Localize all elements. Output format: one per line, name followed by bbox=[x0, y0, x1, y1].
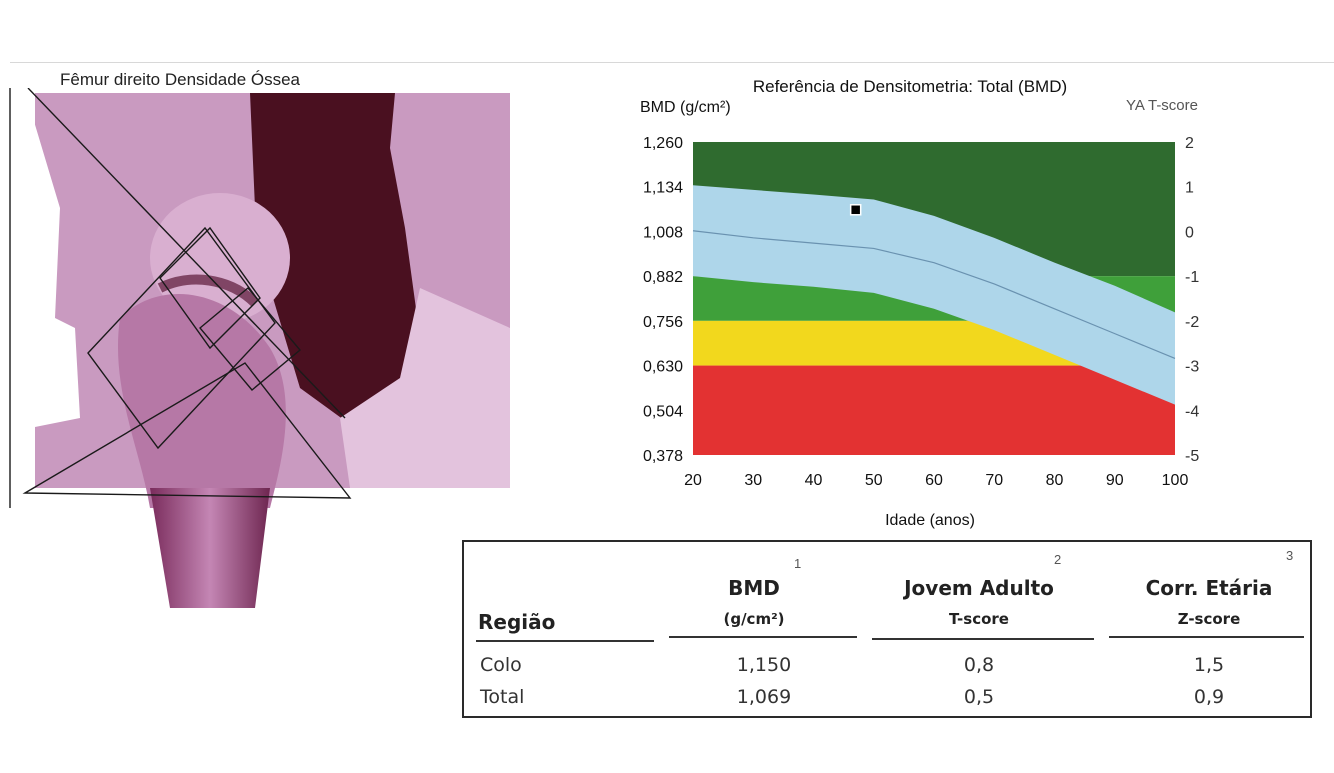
scan-mask-bottom-right bbox=[330, 488, 510, 608]
y-tick-label: 0,378 bbox=[643, 448, 683, 465]
row-total-bmd: 1,069 bbox=[736, 686, 792, 708]
roi-neck-box-inner bbox=[159, 226, 261, 350]
col-number-3: 3 bbox=[1286, 548, 1294, 563]
row-total-z: 0,9 bbox=[1193, 686, 1225, 708]
band-red bbox=[693, 365, 1175, 455]
row-colo-t: 0,8 bbox=[963, 654, 995, 676]
y2-tick-label: -3 bbox=[1185, 359, 1199, 376]
header-rule-region bbox=[476, 640, 654, 642]
roi-overlay bbox=[9, 88, 352, 508]
x-tick-label: 70 bbox=[985, 472, 1003, 489]
scan-mask-left bbox=[30, 108, 80, 428]
reference-band-area bbox=[693, 185, 1175, 405]
x-axis-label: Idade (anos) bbox=[885, 512, 975, 529]
x-tick-label: 100 bbox=[1162, 472, 1189, 489]
header-young-adult: Jovem Adulto bbox=[904, 576, 1054, 600]
header-bmd-unit: (g/cm²) bbox=[723, 610, 785, 628]
femoral-shaft bbox=[150, 488, 270, 608]
femoral-cortex-line bbox=[157, 274, 259, 307]
y-tick-label: 1,134 bbox=[643, 180, 683, 197]
roi-neck-box-outer bbox=[87, 226, 276, 450]
y-tick-label: 0,756 bbox=[643, 314, 683, 331]
header-region: Região bbox=[478, 610, 556, 634]
femur-scan-image bbox=[9, 88, 510, 608]
secondary-y-axis-label: YA T-score bbox=[1126, 97, 1198, 114]
patient-point-marker bbox=[849, 204, 862, 216]
row-total-t: 0,5 bbox=[963, 686, 995, 708]
y2-tick-label: -5 bbox=[1185, 448, 1199, 465]
y-tick-label: 1,260 bbox=[643, 135, 683, 152]
top-rule bbox=[10, 62, 1334, 63]
chart-title: Referência de Densitometria: Total (BMD) bbox=[753, 77, 1067, 96]
results-table: 1 2 3 BMD (g/cm²) Jovem Adulto T-score C… bbox=[462, 540, 1312, 718]
row-colo-region: Colo bbox=[480, 654, 522, 676]
x-tick-label: 50 bbox=[865, 472, 883, 489]
y-tick-label: 0,630 bbox=[643, 359, 683, 376]
reference-curve-layer bbox=[692, 185, 1176, 405]
femur-panel-title: Fêmur direito Densidade Óssea bbox=[60, 70, 301, 89]
x-tick-label: 60 bbox=[925, 472, 943, 489]
col-number-1: 1 bbox=[794, 556, 802, 571]
x-tick-label: 20 bbox=[684, 472, 702, 489]
bmd-reference-chart: Referência de Densitometria: Total (BMD)… bbox=[640, 77, 1199, 529]
y-axis-ticks: 0,378 0,504 0,630 0,756 0,882 1,008 1,134 1,260 bbox=[643, 135, 683, 465]
roi-diagonal bbox=[27, 88, 346, 419]
y-tick-label: 0,882 bbox=[643, 269, 683, 286]
header-rule-bmd bbox=[669, 636, 857, 638]
roi-ward-box bbox=[199, 287, 301, 391]
row-colo-z: 1,5 bbox=[1193, 654, 1225, 676]
header-bmd: BMD bbox=[728, 576, 780, 600]
x-tick-label: 40 bbox=[805, 472, 823, 489]
patient-point-layer bbox=[849, 204, 862, 216]
header-age-matched: Corr. Etária bbox=[1145, 576, 1273, 600]
reference-mean-line bbox=[692, 230, 1176, 360]
x-axis-ticks: 20 30 40 50 60 70 80 90 100 bbox=[684, 472, 1188, 489]
y2-tick-label: 0 bbox=[1185, 224, 1194, 241]
col-number-2: 2 bbox=[1054, 552, 1062, 567]
secondary-y-axis-ticks: -5 -4 -3 -2 -1 0 1 2 bbox=[1185, 135, 1199, 465]
roi-total-triangle bbox=[22, 362, 352, 499]
header-rule-t bbox=[872, 638, 1094, 640]
row-colo-bmd: 1,150 bbox=[736, 654, 792, 676]
pelvis-light-region bbox=[340, 288, 510, 488]
row-total-region: Total bbox=[480, 686, 525, 708]
pelvis-dark-region bbox=[250, 93, 430, 468]
header-z-score: Z-score bbox=[1177, 610, 1241, 628]
y-tick-label: 0,504 bbox=[643, 403, 683, 420]
y-axis-label: BMD (g/cm²) bbox=[640, 99, 731, 116]
x-tick-label: 90 bbox=[1106, 472, 1124, 489]
y2-tick-label: -4 bbox=[1185, 403, 1199, 420]
x-tick-label: 80 bbox=[1046, 472, 1064, 489]
header-rule-z bbox=[1109, 636, 1304, 638]
y2-tick-label: 2 bbox=[1185, 135, 1194, 152]
y-tick-label: 1,008 bbox=[643, 224, 683, 241]
y2-tick-label: -2 bbox=[1185, 314, 1199, 331]
x-tick-label: 30 bbox=[744, 472, 762, 489]
header-t-score: T-score bbox=[949, 610, 1009, 628]
y2-tick-label: -1 bbox=[1185, 269, 1199, 286]
y2-tick-label: 1 bbox=[1185, 180, 1194, 197]
